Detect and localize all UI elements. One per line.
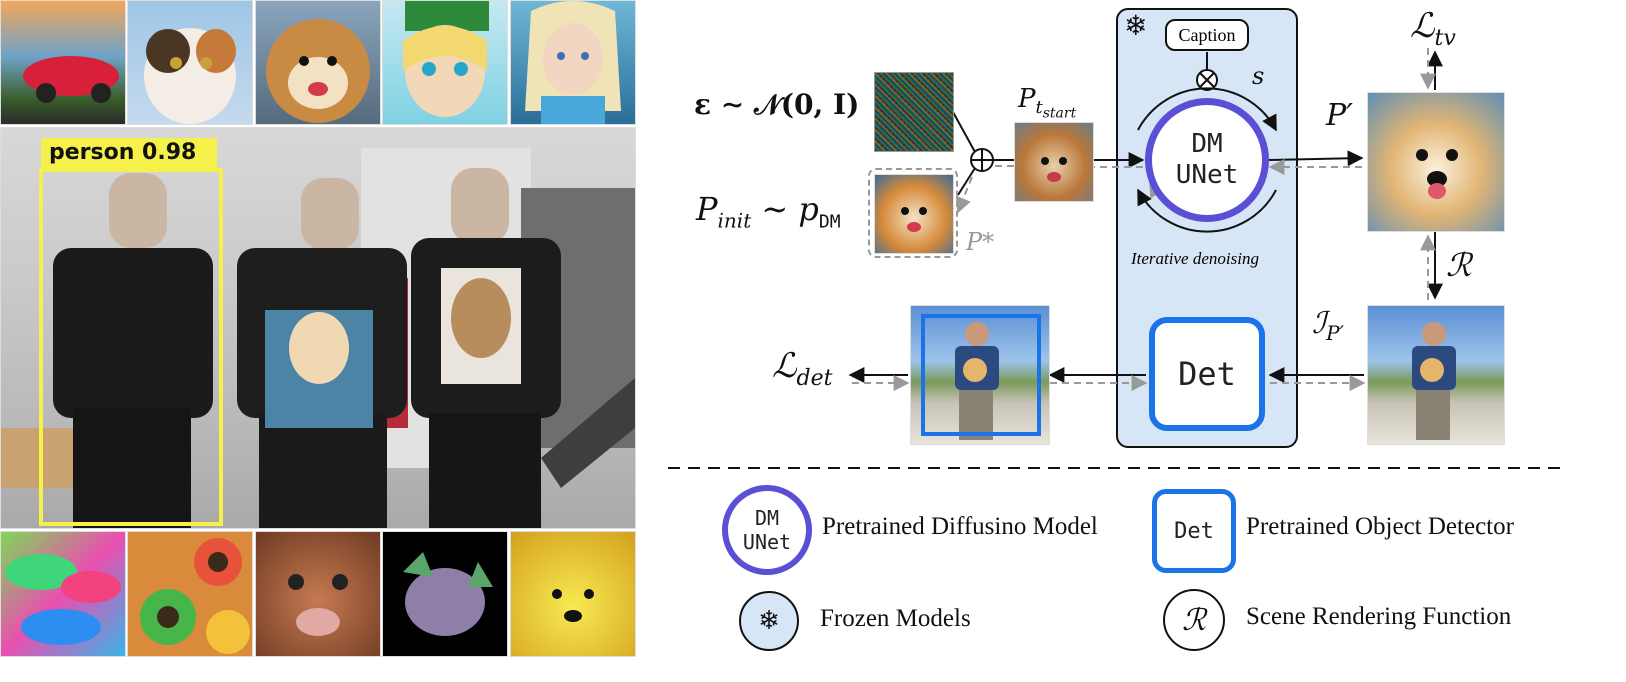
- init-label-dm: DM: [819, 211, 841, 232]
- init-label-main: P: [696, 190, 718, 228]
- render-label: ℛ: [1446, 246, 1472, 284]
- init-label-rest: ∼ p: [751, 190, 819, 228]
- legend-frozen-text: Frozen Models: [820, 605, 971, 633]
- ldet-sub: det: [797, 366, 833, 391]
- noise-label: ε ∼ 𝒩(0, I): [694, 88, 859, 122]
- legend-det-text: Pretrained Object Detector: [1246, 513, 1514, 541]
- ltv-label: ℒtv: [1410, 6, 1456, 51]
- detection-output-image: [910, 305, 1050, 445]
- pstar-label: P*: [966, 228, 994, 256]
- unet-line2: UNet: [1176, 160, 1239, 191]
- noise-image: [874, 72, 954, 152]
- unet-line1: DM: [1191, 129, 1222, 160]
- det-box: Det: [1149, 317, 1265, 431]
- pprime-label: P′: [1326, 98, 1353, 133]
- init-label-sub: init: [718, 208, 752, 232]
- tstart-label-sub: t: [1036, 97, 1043, 118]
- iterative-label: Iterative denoising: [1131, 249, 1259, 269]
- caption-box: Caption: [1165, 19, 1249, 51]
- scene-label-main: ℐ: [1312, 306, 1326, 341]
- legend-render-icon: ℛ: [1163, 589, 1225, 651]
- ltv-sub: tv: [1435, 26, 1456, 51]
- tstart-label: Ptstart: [1018, 84, 1076, 122]
- snowflake-icon: ❄: [1124, 12, 1147, 40]
- legend-unet-line2: UNet: [743, 530, 791, 554]
- scene-image: [1367, 305, 1505, 445]
- unet-circle: DM UNet: [1145, 98, 1269, 222]
- tstart-label-main: P: [1018, 84, 1036, 114]
- scene-label: ℐP′: [1312, 306, 1344, 345]
- ltv-main: ℒ: [1410, 6, 1435, 46]
- tstart-patch-image: [1014, 122, 1094, 202]
- init-label: Pinit ∼ pDM: [696, 190, 841, 232]
- ldet-main: ℒ: [772, 346, 797, 386]
- legend-render-text: Scene Rendering Function: [1246, 603, 1511, 631]
- pprime-image: [1367, 92, 1505, 232]
- legend-unet-line1: DM: [755, 506, 779, 530]
- legend-unet-icon: DM UNet: [722, 485, 812, 575]
- tstart-label-subsub: start: [1043, 106, 1076, 122]
- s-label: s: [1252, 62, 1264, 90]
- legend-det-icon: Det: [1152, 489, 1236, 573]
- scene-label-sub: P′: [1326, 321, 1344, 345]
- init-patch-image: [874, 174, 954, 254]
- ldet-label: ℒdet: [772, 346, 832, 391]
- legend-unet-text: Pretrained Diffusino Model: [822, 513, 1098, 541]
- legend-frozen-icon: ❄: [739, 591, 799, 651]
